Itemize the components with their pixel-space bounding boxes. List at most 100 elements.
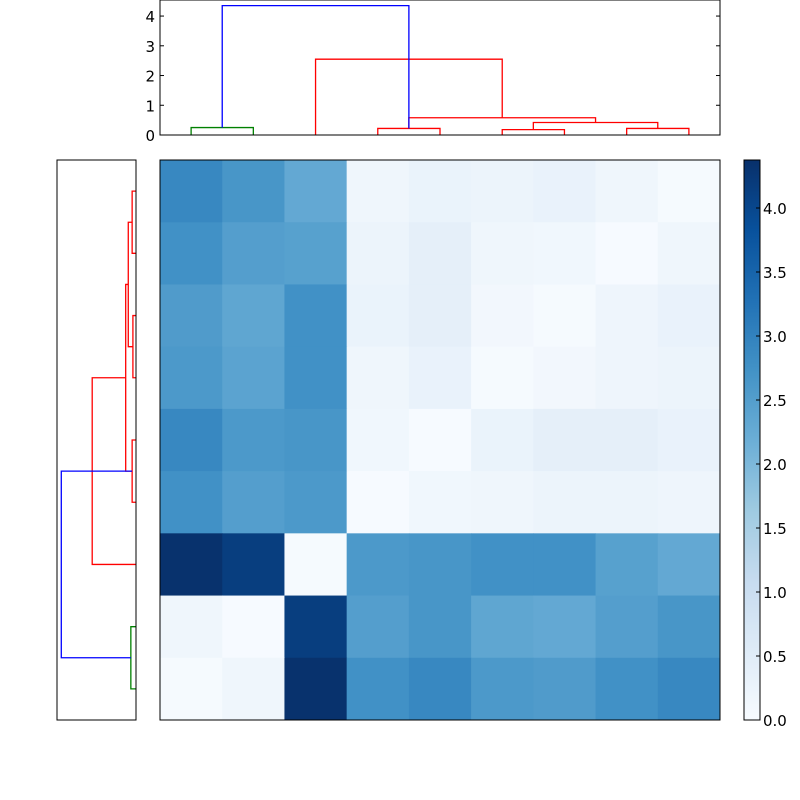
heatmap-cell — [595, 471, 659, 534]
left-dendrogram-frame — [56, 159, 137, 721]
heatmap-cell — [284, 222, 348, 285]
heatmap-cell — [595, 160, 659, 223]
colorbar — [743, 159, 761, 721]
heatmap-cell — [160, 471, 223, 534]
heatmap-cell — [284, 595, 348, 659]
heatmap-cell — [471, 657, 534, 721]
heatmap-cell — [408, 408, 472, 472]
heatmap-cell — [346, 160, 410, 223]
heatmap-cell — [471, 284, 534, 348]
heatmap-cell — [222, 533, 285, 597]
heatmap-cell — [408, 160, 472, 223]
heatmap-cell — [284, 160, 348, 223]
heatmap-cell — [160, 595, 223, 659]
heatmap-cell — [284, 284, 348, 348]
top-dendrogram-frame — [159, 0, 721, 136]
heatmap-cell — [595, 222, 659, 285]
top-dendrogram-tick-label: 4 — [145, 8, 155, 26]
heatmap-cell — [160, 160, 223, 223]
heatmap-cell — [222, 346, 285, 410]
heatmap-cell — [346, 471, 410, 534]
heatmap-cell — [160, 657, 223, 721]
heatmap-cell — [222, 222, 285, 285]
colorbar-tick-label: 1.5 — [763, 520, 787, 538]
colorbar-tick-label: 2.5 — [763, 392, 787, 410]
colorbar-ticks: 0.0 0.5 1.0 1.5 2.0 2.5 3.0 3.5 4.0 — [756, 200, 787, 730]
heatmap-cell — [471, 533, 534, 597]
heatmap-cell — [346, 657, 410, 721]
heatmap-cell — [160, 533, 223, 597]
heatmap-cell — [346, 533, 410, 597]
left-dendrogram-link — [130, 626, 136, 690]
top-dendrogram-link — [190, 126, 254, 135]
heatmap-cell — [533, 284, 597, 348]
heatmap-cell — [657, 533, 721, 597]
heatmap-cell — [346, 408, 410, 472]
top-dendrogram-y-axis: 0 1 2 3 4 — [145, 8, 720, 145]
top-dendrogram-tick-label: 3 — [145, 38, 155, 56]
colorbar-tick-label: 0.0 — [763, 712, 787, 730]
heatmap-cell — [657, 595, 721, 659]
heatmap-cell — [222, 595, 285, 659]
heatmap-cell — [533, 533, 597, 597]
top-dendrogram-tick-label: 0 — [145, 127, 155, 145]
heatmap-cell — [346, 346, 410, 410]
heatmap-cell — [408, 471, 472, 534]
top-dendrogram-link — [377, 127, 441, 135]
heatmap-cell — [657, 222, 721, 285]
heatmap-cell — [160, 222, 223, 285]
left-dendrogram-link — [131, 439, 136, 503]
heatmap-cell — [533, 408, 597, 472]
heatmap-cell — [533, 657, 597, 721]
heatmap-cell — [222, 657, 285, 721]
heatmap-cell — [595, 408, 659, 472]
colorbar-tick-label: 1.0 — [763, 584, 787, 602]
heatmap-frame — [159, 159, 721, 721]
heatmap-cell — [595, 657, 659, 721]
top-dendrogram-link — [221, 4, 410, 129]
colorbar-tick-label: 4.0 — [763, 200, 787, 218]
top-dendrogram-tick-label: 2 — [145, 68, 155, 86]
top-dendrogram-link — [501, 128, 566, 135]
heatmap-cell — [160, 284, 223, 348]
heatmap-cell — [533, 471, 597, 534]
heatmap-cell — [408, 533, 472, 597]
heatmap-cell — [533, 595, 597, 659]
left-dendrogram-link — [60, 470, 133, 659]
heatmap-cell — [222, 408, 285, 472]
heatmap-cell — [471, 408, 534, 472]
heatmap-cell — [657, 160, 721, 223]
colorbar-tick-label: 2.0 — [763, 456, 787, 474]
heatmap-cell — [284, 346, 348, 410]
top-dendrogram-link — [626, 127, 690, 135]
heatmap-cell — [595, 346, 659, 410]
heatmap-cell — [408, 284, 472, 348]
heatmap-cell — [471, 346, 534, 410]
top-dendrogram — [190, 4, 690, 135]
heatmap — [160, 160, 721, 721]
colorbar-tick-label: 3.0 — [763, 328, 787, 346]
heatmap-cell — [284, 533, 348, 597]
heatmap-cell — [160, 408, 223, 472]
heatmap-cell — [657, 346, 721, 410]
heatmap-cell — [222, 471, 285, 534]
heatmap-cell — [533, 160, 597, 223]
heatmap-cell — [471, 222, 534, 285]
heatmap-cell — [408, 346, 472, 410]
heatmap-cell — [346, 595, 410, 659]
colorbar-tick-label: 0.5 — [763, 648, 787, 666]
heatmap-cell — [657, 657, 721, 721]
left-dendrogram — [60, 190, 136, 690]
heatmap-cell — [284, 408, 348, 472]
heatmap-cell — [408, 657, 472, 721]
heatmap-cell — [657, 471, 721, 534]
heatmap-cell — [346, 222, 410, 285]
heatmap-cell — [284, 471, 348, 534]
heatmap-cell — [284, 657, 348, 721]
colorbar-tick-label: 3.5 — [763, 264, 787, 282]
top-dendrogram-tick-label: 1 — [145, 97, 155, 115]
heatmap-cell — [346, 284, 410, 348]
heatmap-cell — [408, 595, 472, 659]
heatmap-cell — [533, 346, 597, 410]
